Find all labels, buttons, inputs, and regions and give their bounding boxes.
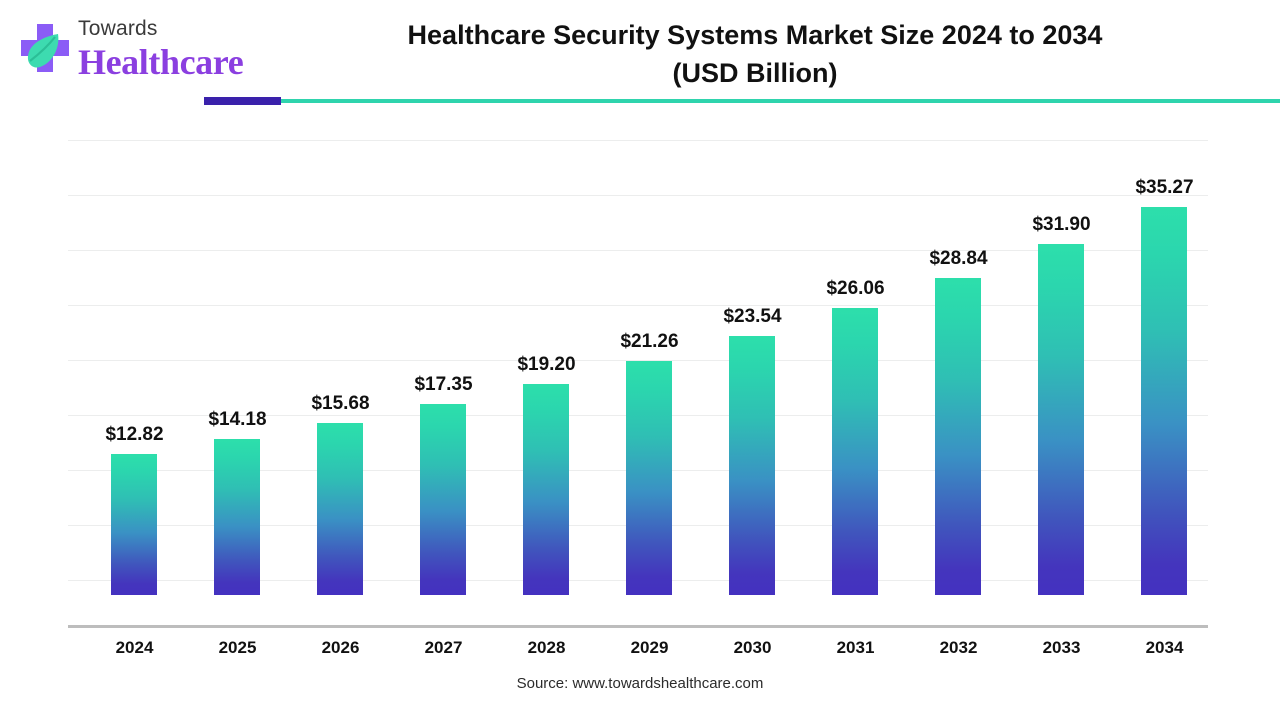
gridline — [68, 360, 1208, 361]
bar[interactable] — [832, 308, 878, 595]
bar-value-label: $19.20 — [517, 354, 576, 375]
bar[interactable] — [111, 454, 157, 595]
bar[interactable] — [420, 404, 466, 595]
brand-towards-text: Towards — [78, 17, 158, 40]
bar-slot: $14.18 — [186, 110, 289, 595]
bar-slot: $26.06 — [804, 110, 907, 595]
page-title: Healthcare Security Systems Market Size … — [280, 16, 1230, 92]
page-header: Towards Healthcare Healthcare Security S… — [0, 0, 1280, 100]
bar-slot: $28.84 — [907, 110, 1010, 595]
bar-slot: $19.20 — [495, 110, 598, 595]
bar-value-label: $26.06 — [826, 278, 885, 299]
bar-slot: $21.26 — [598, 110, 701, 595]
bar-chart: $12.82 $14.18 $15.68 $17.35 $19.20 $21.26 $23.… — [0, 110, 1280, 657]
bar-value-label: $14.18 — [208, 409, 267, 430]
bar[interactable] — [935, 278, 981, 595]
divider-purple-accent — [204, 97, 281, 105]
bar-value-label: $31.90 — [1032, 214, 1091, 235]
bar[interactable] — [317, 423, 363, 595]
bar-slot: $31.90 — [1010, 110, 1113, 595]
brand-wordmark: Towards Healthcare — [78, 16, 248, 82]
bar-slot: $12.82 — [83, 110, 186, 595]
gridline — [68, 250, 1208, 251]
bar-value-label: $21.26 — [620, 331, 679, 352]
x-axis-tick-label: 2029 — [630, 638, 669, 657]
x-axis-tick-label: 2030 — [733, 638, 772, 657]
bar[interactable] — [214, 439, 260, 595]
medical-cross-leaf-icon — [14, 20, 76, 82]
bar[interactable] — [626, 361, 672, 595]
bar-slot: $15.68 — [289, 110, 392, 595]
brand-healthcare-text: Healthcare — [78, 42, 244, 82]
bar-value-label: $12.82 — [105, 424, 164, 445]
bar-slot: $35.27 — [1113, 110, 1216, 595]
x-axis-tick-label: 2031 — [836, 638, 875, 657]
bar[interactable] — [729, 336, 775, 595]
x-axis-tick-label: 2028 — [527, 638, 566, 657]
title-line-primary: Healthcare Security Systems Market Size … — [407, 20, 1103, 50]
header-divider — [0, 97, 1280, 105]
divider-teal-rule — [204, 99, 1280, 103]
bar[interactable] — [1038, 244, 1084, 595]
x-axis-line — [68, 625, 1208, 628]
source-attribution: Source: www.towardshealthcare.com — [516, 675, 764, 692]
gridline — [68, 305, 1208, 306]
x-axis-tick-label: 2025 — [218, 638, 257, 657]
title-line-secondary: (USD Billion) — [672, 58, 838, 88]
bar-value-label: $35.27 — [1135, 177, 1194, 198]
bar[interactable] — [1141, 207, 1187, 595]
bar-slot: $23.54 — [701, 110, 804, 595]
plot-area: $12.82 $14.18 $15.68 $17.35 $19.20 $21.26 $23.… — [68, 140, 1208, 657]
bar[interactable] — [523, 384, 569, 595]
x-axis-tick-label: 2034 — [1145, 638, 1184, 657]
x-axis-tick-label: 2027 — [424, 638, 463, 657]
bar-value-label: $15.68 — [311, 393, 370, 414]
bar-value-label: $17.35 — [414, 374, 473, 395]
bar-value-label: $28.84 — [929, 248, 988, 269]
x-axis-tick-label: 2024 — [115, 638, 154, 657]
gridline — [68, 140, 1208, 141]
x-axis-tick-label: 2026 — [321, 638, 360, 657]
x-axis-tick-label: 2033 — [1042, 638, 1081, 657]
gridline — [68, 195, 1208, 196]
bar-slot: $17.35 — [392, 110, 495, 595]
bar-value-label: $23.54 — [723, 306, 782, 327]
x-axis-tick-label: 2032 — [939, 638, 978, 657]
brand-logo[interactable]: Towards Healthcare — [14, 12, 244, 88]
